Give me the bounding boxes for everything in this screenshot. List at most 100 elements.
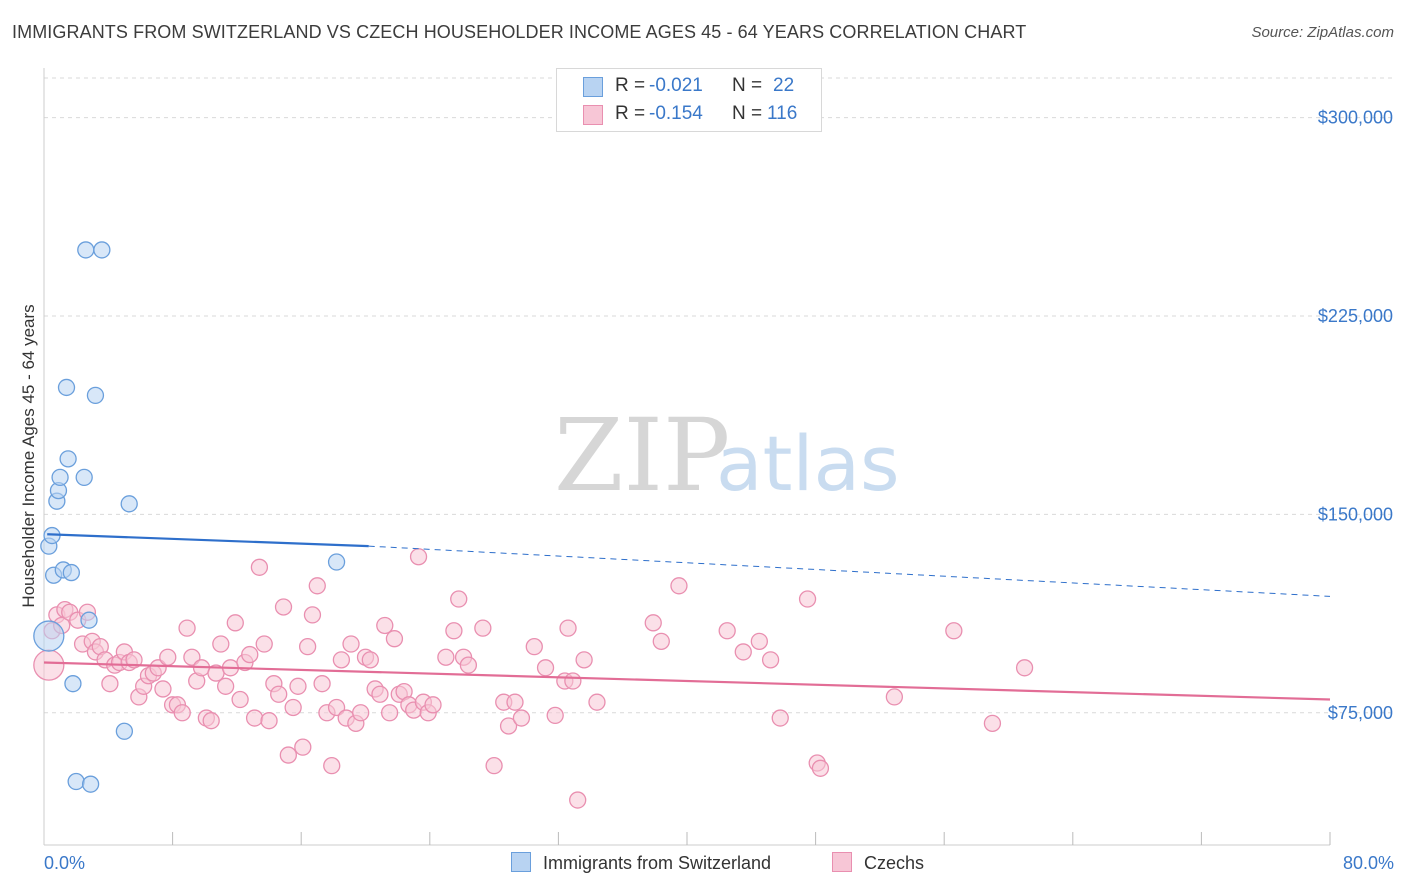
trend-lines — [43, 533, 1331, 701]
legend-r-label: R = — [615, 103, 646, 124]
switzerland-trend-line — [47, 533, 369, 548]
czechs-point — [983, 714, 1002, 732]
czechs-point — [485, 757, 503, 775]
czechs-point — [323, 757, 341, 775]
legend-r-value: -0.021 — [649, 75, 703, 96]
switzerland-point — [67, 772, 85, 791]
czechs-point — [811, 759, 830, 777]
czechs-point — [546, 706, 564, 725]
czechs-point — [499, 717, 518, 735]
czechs-point — [652, 632, 670, 650]
legend-swatch-pink — [583, 105, 603, 125]
legend-swatch-blue — [583, 77, 603, 97]
y-tick-label: $300,000 — [1318, 108, 1393, 128]
czechs-point — [159, 648, 177, 666]
czechs-point — [512, 709, 531, 727]
chart-title: IMMIGRANTS FROM SWITZERLAND VS CZECH HOU… — [12, 22, 1027, 42]
czechs-point — [342, 635, 360, 653]
czechs-point — [506, 693, 524, 711]
y-tick-labels: $75,000 $150,000 $225,000 $300,000 — [1318, 108, 1393, 723]
x-tick-marks — [172, 832, 1331, 845]
switzerland-point — [64, 675, 82, 693]
switzerland-point — [93, 241, 111, 259]
czechs-point — [437, 648, 455, 666]
czechs-point — [260, 712, 278, 730]
watermark: ZIP atlas — [554, 397, 900, 514]
switzerland-point — [75, 468, 93, 487]
czechs-point — [361, 651, 379, 669]
switzerland-point — [59, 450, 77, 468]
y-axis-title: Householder Income Ages 45 - 64 years — [19, 304, 38, 607]
watermark-atlas: atlas — [716, 419, 900, 508]
czechs-point — [450, 590, 468, 608]
x-tick-label-max: 80.0% — [1343, 853, 1394, 873]
czechs-point — [771, 709, 789, 727]
czechs-point — [327, 698, 346, 717]
bottom-legend-swatch-pink — [832, 852, 852, 872]
czechs-point — [750, 632, 768, 650]
czechs-point — [202, 712, 220, 730]
czechs-point — [588, 693, 606, 711]
czechs-point — [536, 659, 555, 677]
czechs-point — [670, 577, 688, 595]
x-tick-label-min: 0.0% — [44, 853, 85, 873]
czechs-point — [945, 622, 963, 640]
czechs-point — [216, 677, 235, 695]
czechs-point — [424, 696, 442, 714]
bottom-legend-czechs: Czechs — [832, 852, 924, 874]
switzerland-point — [81, 775, 100, 793]
czechs-point — [380, 704, 399, 722]
czechs-point — [101, 675, 119, 693]
czechs-point — [798, 590, 817, 608]
czechs-point — [332, 651, 351, 669]
czechs-point — [149, 659, 167, 677]
legend-n-value: 22 — [773, 75, 795, 96]
czechs-point — [178, 619, 196, 637]
bottom-legend-switzerland: Immigrants from Switzerland — [511, 852, 771, 874]
correlation-legend: R = -0.021 N = 22 R = -0.154 N = 116 — [556, 68, 822, 132]
czechs-point — [270, 685, 288, 703]
czechs-point — [231, 690, 249, 709]
legend-row-switzerland: R = -0.021 N = 22 — [557, 72, 821, 100]
bottom-legend-swatch-blue — [511, 852, 531, 872]
czechs-point — [352, 704, 370, 722]
czechs-point — [313, 675, 331, 693]
switzerland-point — [86, 386, 105, 405]
czechs-point — [303, 606, 322, 624]
czechs-point — [245, 709, 264, 727]
switzerland-point — [115, 722, 134, 740]
legend-n-label: N = — [732, 75, 763, 96]
czechs-point — [298, 637, 317, 656]
watermark-zip: ZIP — [554, 397, 730, 514]
switzerland-point — [327, 553, 346, 571]
czechs-point — [294, 738, 312, 756]
czechs-point — [525, 637, 543, 656]
czechs-point — [459, 656, 478, 674]
switzerland-point — [62, 563, 80, 582]
czechs-point — [241, 645, 259, 664]
czechs-point — [718, 622, 736, 640]
legend-n-label: N = — [732, 103, 763, 124]
bottom-legend-label: Czechs — [864, 853, 925, 873]
czechs-point — [154, 680, 172, 698]
czechs-point — [445, 622, 463, 640]
czechs-point — [284, 698, 302, 717]
czechs-point — [173, 704, 191, 722]
czechs-point — [569, 791, 587, 809]
czechs-point — [734, 643, 752, 661]
y-tick-label: $150,000 — [1318, 504, 1393, 524]
czechs-trend-line — [43, 661, 1331, 701]
czechs-point — [376, 616, 394, 635]
czechs-point — [212, 635, 230, 653]
czechs-point — [226, 614, 244, 632]
gridlines — [44, 77, 1392, 714]
czechs-point — [289, 677, 307, 695]
czechs-point — [371, 685, 389, 703]
czechs-point — [409, 548, 428, 566]
source-label: Source: ZipAtlas.com — [1251, 24, 1394, 41]
legend-row-czechs: R = -0.154 N = 116 — [557, 100, 821, 128]
y-tick-label: $75,000 — [1328, 703, 1393, 723]
czechs-point — [250, 558, 269, 576]
czechs-point — [761, 651, 780, 669]
